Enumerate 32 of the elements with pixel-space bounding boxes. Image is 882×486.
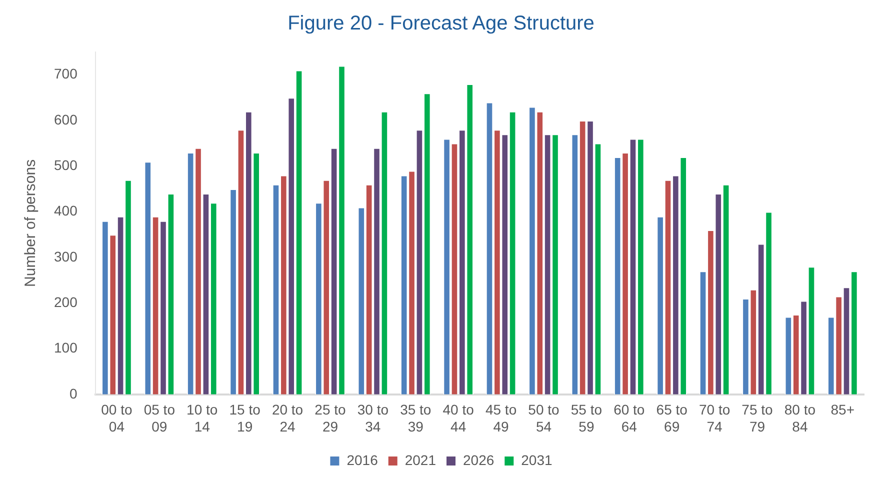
x-tick-label: 80 to 84 [784, 402, 816, 434]
x-tick-label: 75 to 79 [742, 402, 774, 434]
x-tick-label: 50 to 54 [528, 402, 560, 434]
y-tick-label: 0 [70, 385, 78, 402]
y-tick-label: 600 [54, 111, 78, 128]
x-tick-label: 05 to 09 [144, 402, 176, 434]
x-tick-label: 00 to 04 [101, 402, 132, 434]
x-tick-label: 40 to 44 [442, 402, 474, 434]
x-tick-label: 15 to 19 [229, 402, 261, 434]
legend-label: 2031 [521, 452, 553, 468]
y-tick-label: 100 [54, 340, 78, 356]
y-axis-title: Number of persons [22, 159, 40, 287]
chart-title: Figure 20 - Forecast Age Structure [288, 12, 594, 35]
y-tick-label: 400 [54, 202, 78, 219]
x-tick-label: 55 to 59 [570, 402, 602, 434]
x-tick-label: 45 to 49 [485, 402, 517, 434]
x-tick-label: 35 to 39 [400, 402, 432, 434]
legend-label: 2016 [346, 452, 378, 468]
x-tick-label: 85+ [830, 402, 855, 418]
x-tick-label: 70 to 74 [698, 402, 730, 434]
legend-label: 2021 [404, 452, 436, 468]
x-tick-label: 30 to 34 [357, 402, 389, 434]
y-tick-label: 300 [54, 248, 78, 264]
y-tick-label: 500 [54, 156, 78, 173]
y-tick-label: 700 [54, 66, 78, 82]
x-tick-label: 10 to 14 [186, 402, 218, 434]
x-tick-label: 20 to 24 [272, 402, 304, 434]
x-tick-label: 65 to 69 [656, 402, 688, 434]
y-tick-label: 200 [54, 294, 78, 310]
x-tick-label: 25 to 29 [314, 402, 346, 434]
legend-label: 2026 [463, 452, 494, 468]
x-tick-label: 60 to 64 [614, 402, 645, 434]
